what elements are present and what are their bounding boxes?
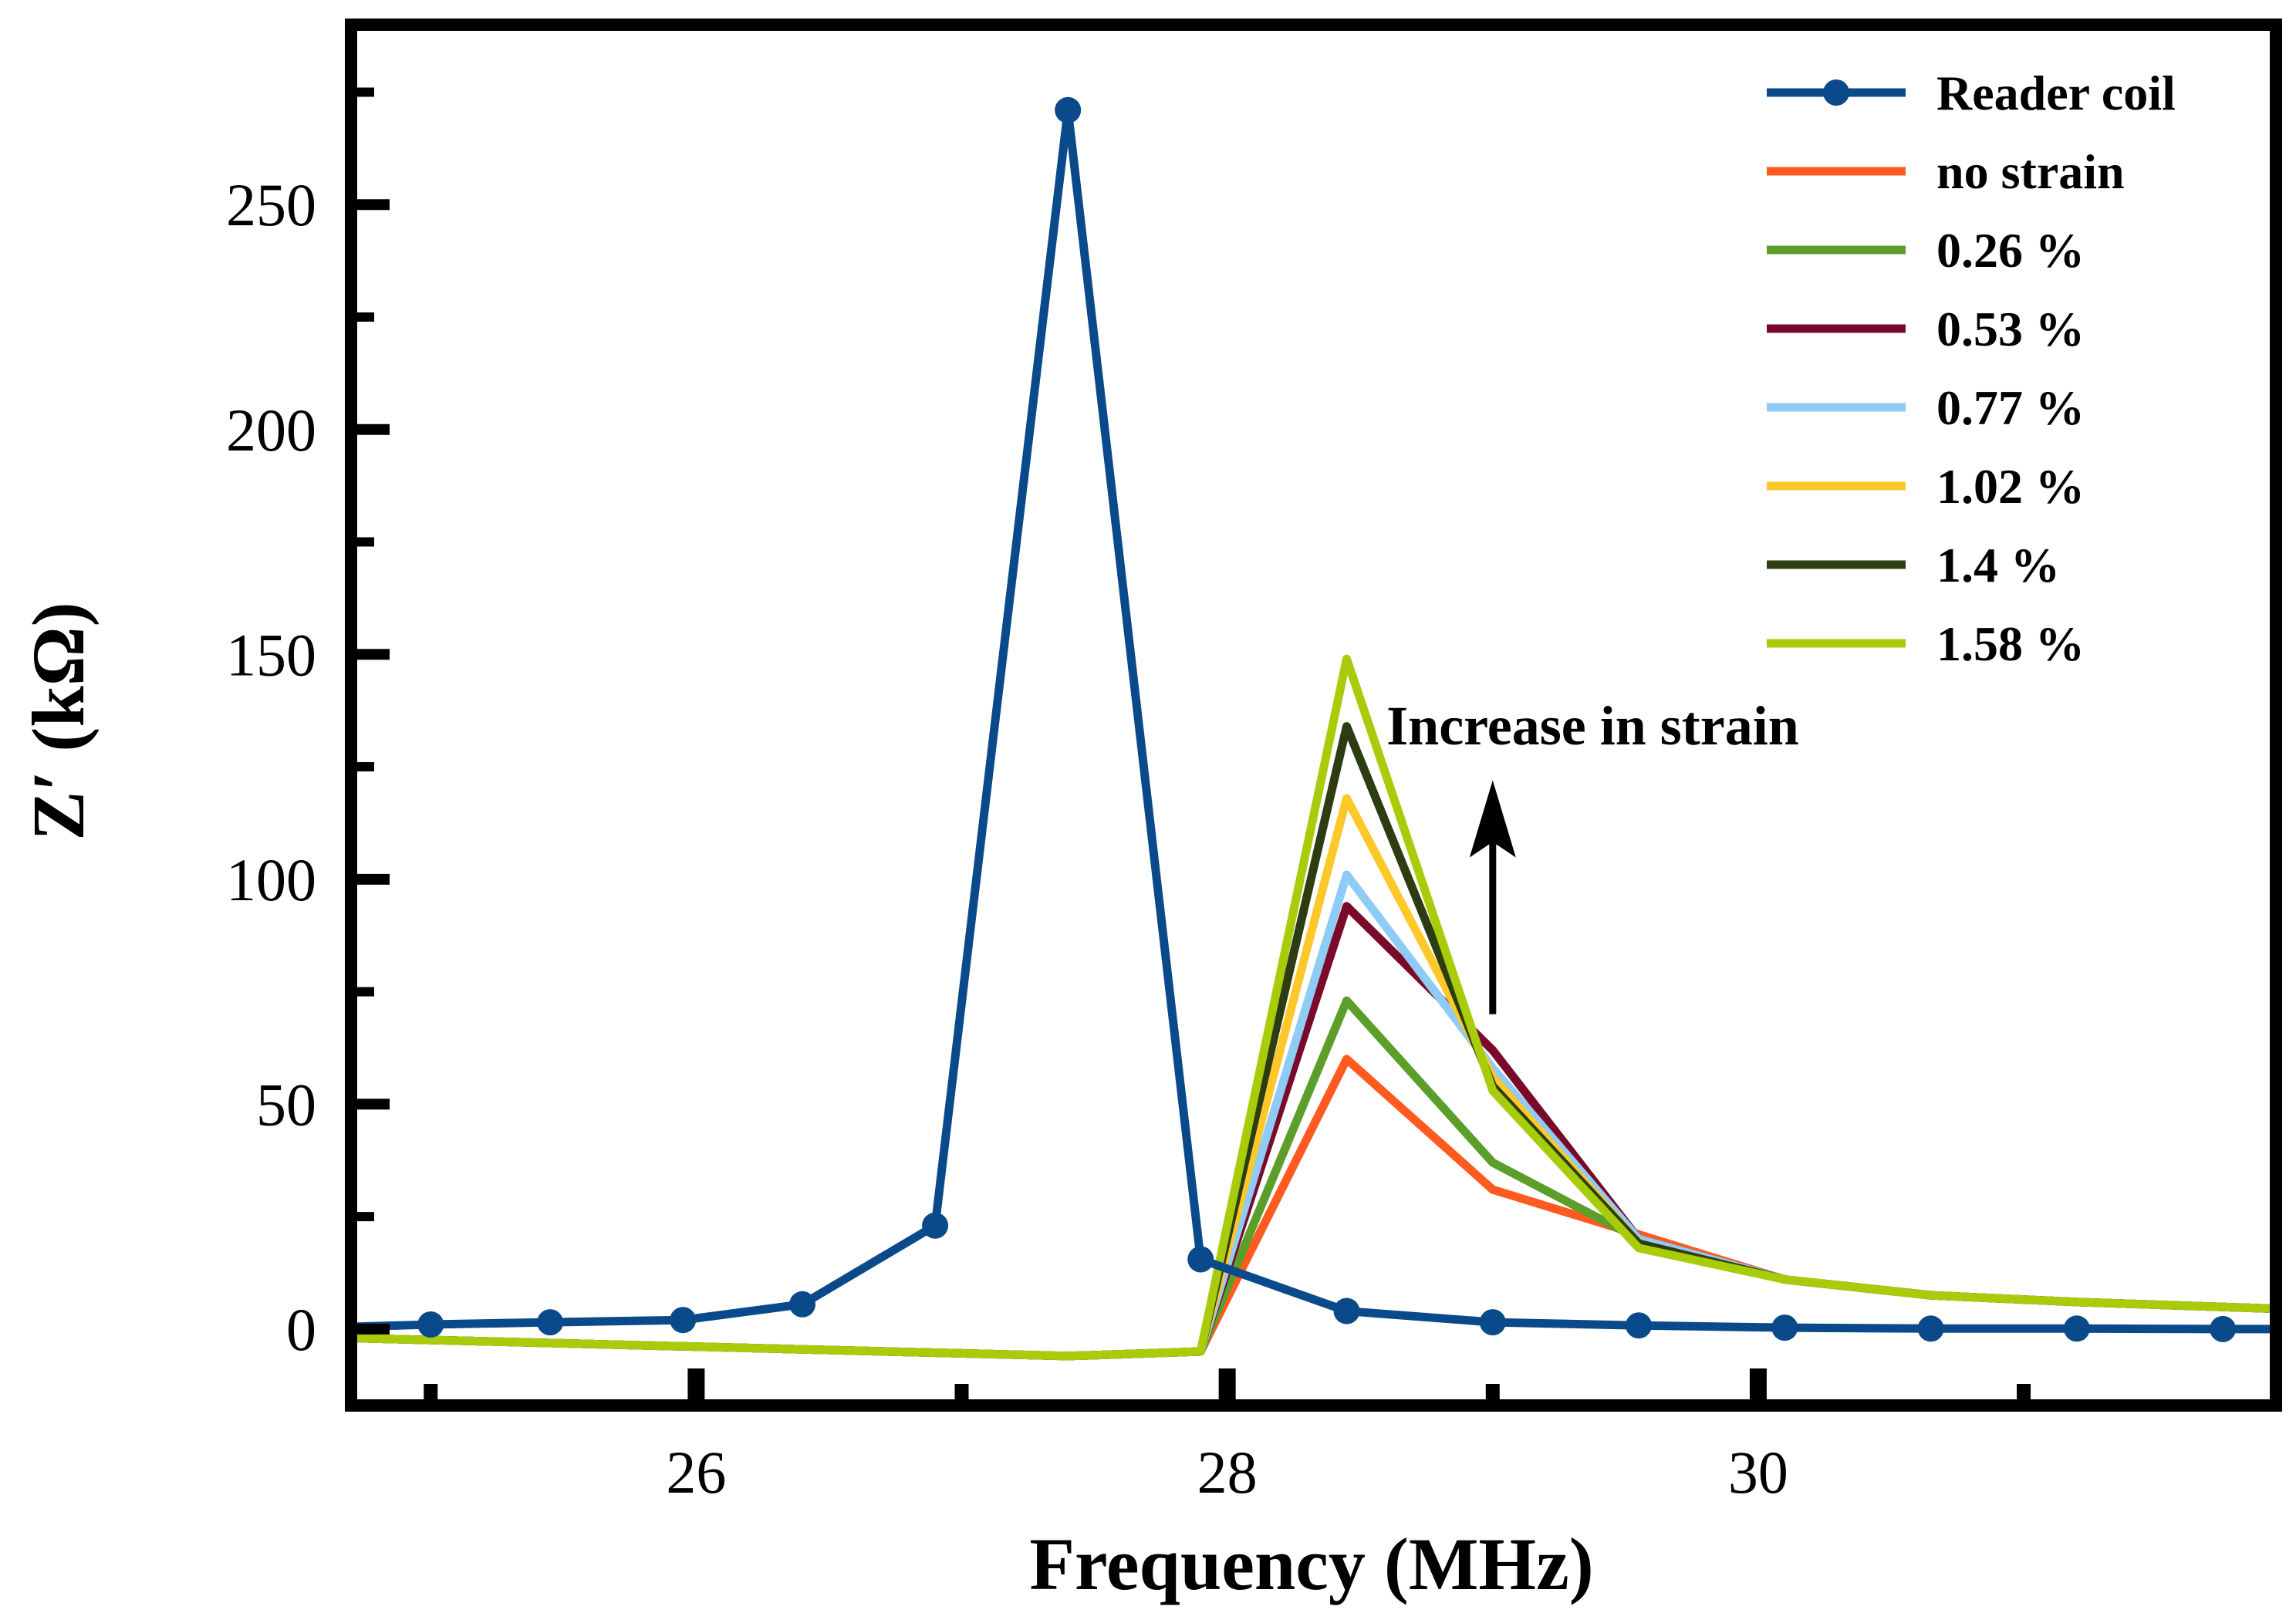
y-tick-label: 100: [226, 846, 316, 913]
data-point: [1187, 1246, 1214, 1273]
series-line-7: [351, 654, 2276, 1361]
legend-label: 1.4 %: [1936, 538, 2060, 592]
data-point: [1333, 1297, 1360, 1324]
annotation-text: Increase in strain: [1386, 695, 1799, 757]
y-tick-label: 0: [286, 1296, 316, 1363]
data-point: [2210, 1315, 2237, 1342]
y-tick-label: 50: [256, 1071, 316, 1138]
data-point: [1055, 96, 1082, 123]
data-point: [417, 1311, 444, 1338]
data-point: [1771, 1314, 1798, 1341]
annotation: Increase in strain: [1386, 695, 1799, 1014]
x-axis-title: Frequency (MHz): [1029, 1523, 1593, 1605]
y-axis-title: Z′ (kΩ): [17, 602, 100, 840]
x-axis: 26 28 30: [424, 1368, 2031, 1506]
plot-frame: [345, 19, 2282, 1412]
series-line-0: [351, 106, 2276, 1334]
x-tick-label: 28: [1197, 1439, 1258, 1506]
data-point: [789, 1291, 816, 1318]
legend-label: no strain: [1936, 144, 2125, 199]
data-point: [670, 1307, 697, 1334]
data-point: [922, 1212, 949, 1239]
x-tick-label: 30: [1728, 1439, 1788, 1506]
legend-label: 0.26 %: [1936, 223, 2085, 278]
data-point: [537, 1309, 564, 1336]
legend-label: 0.77 %: [1936, 380, 2085, 435]
legend-label: Reader coil: [1936, 66, 2176, 120]
series-line-1: [351, 1055, 2276, 1361]
plot-series-group: [351, 96, 2276, 1361]
annotation-arrow-head: [1469, 780, 1516, 858]
plot-frame-rect: [345, 19, 2282, 1412]
legend-label: 0.53 %: [1936, 302, 2085, 356]
x-tick-label: 26: [666, 1439, 726, 1506]
data-point: [1626, 1312, 1653, 1339]
data-point: [1917, 1315, 1944, 1342]
legend: Reader coil no strain 0.26 % 0.53 % 0.77 % 1.…: [1767, 66, 2176, 671]
series-line-4: [351, 870, 2276, 1361]
legend-marker: [1823, 79, 1849, 106]
y-tick-label: 200: [226, 397, 316, 464]
y-axis: 0 50 100 150 200 250: [226, 87, 390, 1363]
legend-label: 1.58 %: [1936, 616, 2085, 671]
y-tick-label: 150: [226, 621, 316, 688]
legend-label: 1.02 %: [1936, 459, 2085, 514]
data-point: [2063, 1315, 2090, 1342]
data-point: [1479, 1309, 1506, 1336]
y-tick-label: 250: [226, 171, 316, 238]
